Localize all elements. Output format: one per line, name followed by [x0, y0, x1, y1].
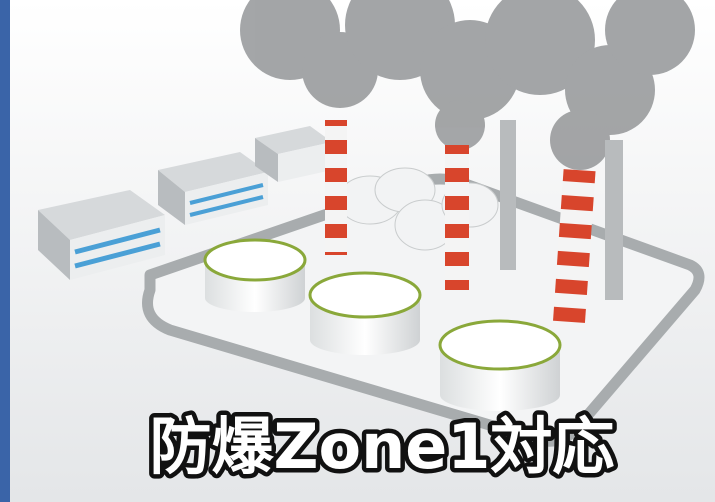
tanks [203, 238, 562, 411]
building-front [278, 142, 332, 182]
edge-strip [0, 0, 10, 502]
smoke [240, 0, 695, 170]
building-roof [255, 126, 332, 154]
chimney [500, 120, 516, 270]
building-window [74, 227, 161, 255]
smokestack [552, 169, 596, 331]
building-side [158, 170, 185, 225]
smoke-puff [550, 110, 610, 170]
building-side [38, 210, 70, 280]
buildings [38, 126, 332, 280]
tank-top [308, 271, 422, 319]
smoke-puff [485, 0, 595, 95]
tank-top [203, 238, 307, 282]
chimney [605, 140, 623, 300]
building-window [189, 195, 264, 217]
smokestack [325, 120, 347, 255]
building-front [70, 215, 165, 280]
building-side [255, 138, 278, 182]
building-window [189, 183, 264, 205]
caption: 防爆Zone1対応 [150, 410, 615, 483]
spheres [337, 167, 499, 251]
smoke-puff [605, 0, 695, 75]
smokestack [445, 145, 469, 290]
building-window [74, 241, 161, 269]
building-roof [158, 152, 268, 192]
tank-top [438, 319, 562, 371]
smoke-puff [435, 100, 485, 150]
building-roof [38, 190, 165, 240]
